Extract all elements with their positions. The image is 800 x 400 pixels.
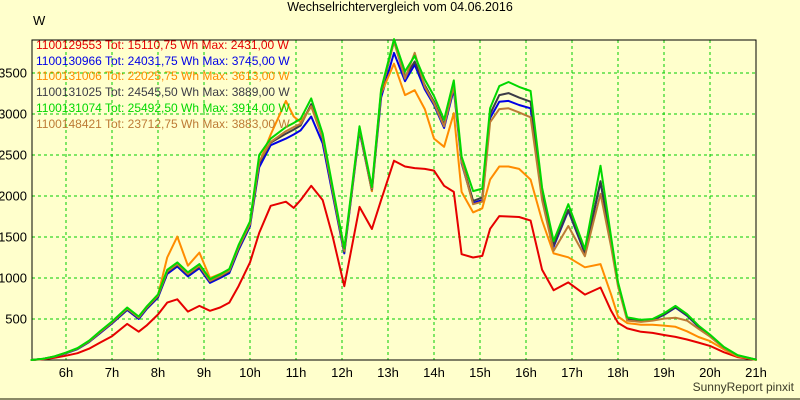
legend: 1100129553 Tot: 15110,75 Wh Max: 2431,00… xyxy=(36,38,290,132)
svg-text:20h: 20h xyxy=(699,365,721,380)
svg-text:17h: 17h xyxy=(561,365,583,380)
svg-text:14h: 14h xyxy=(423,365,445,380)
svg-text:500: 500 xyxy=(5,312,27,327)
legend-item: 1100130966 Tot: 24031,75 Wh Max: 3745,00… xyxy=(36,53,290,68)
legend-item: 1100129553 Tot: 15110,75 Wh Max: 2431,00… xyxy=(36,38,289,52)
svg-text:8h: 8h xyxy=(151,365,165,380)
svg-text:12h: 12h xyxy=(331,365,353,380)
svg-text:19h: 19h xyxy=(653,365,675,380)
svg-text:21h: 21h xyxy=(745,365,767,380)
bottom-edge xyxy=(0,398,800,400)
legend-item: 1100131006 Tot: 22025,75 Wh Max: 3613,00… xyxy=(36,69,290,84)
svg-text:10h: 10h xyxy=(239,365,261,380)
legend-item: 1100131074 Tot: 25492,50 Wh Max: 3914,00… xyxy=(36,100,290,115)
legend-item: 1100131025 Tot: 24545,50 Wh Max: 3889,00… xyxy=(36,85,290,100)
footer-credit: SunnyReport pinxit xyxy=(692,380,794,394)
y-axis-unit-label: W xyxy=(33,13,46,28)
svg-text:6h: 6h xyxy=(59,365,73,380)
svg-text:1000: 1000 xyxy=(0,271,27,286)
svg-text:7h: 7h xyxy=(105,365,119,380)
svg-text:2000: 2000 xyxy=(0,189,27,204)
svg-text:13h: 13h xyxy=(377,365,399,380)
svg-text:1500: 1500 xyxy=(0,230,27,245)
svg-text:16h: 16h xyxy=(515,365,537,380)
svg-text:2500: 2500 xyxy=(0,148,27,163)
svg-text:9h: 9h xyxy=(197,365,211,380)
legend-item: 1100148421 Tot: 23712,75 Wh Max: 3883,00… xyxy=(36,116,290,131)
svg-text:18h: 18h xyxy=(607,365,629,380)
svg-text:3500: 3500 xyxy=(0,66,27,81)
svg-text:3000: 3000 xyxy=(0,107,27,122)
svg-text:11h: 11h xyxy=(286,365,307,380)
page-title: Wechselrichtervergleich vom 04.06.2016 xyxy=(287,0,513,14)
svg-text:15h: 15h xyxy=(469,365,491,380)
